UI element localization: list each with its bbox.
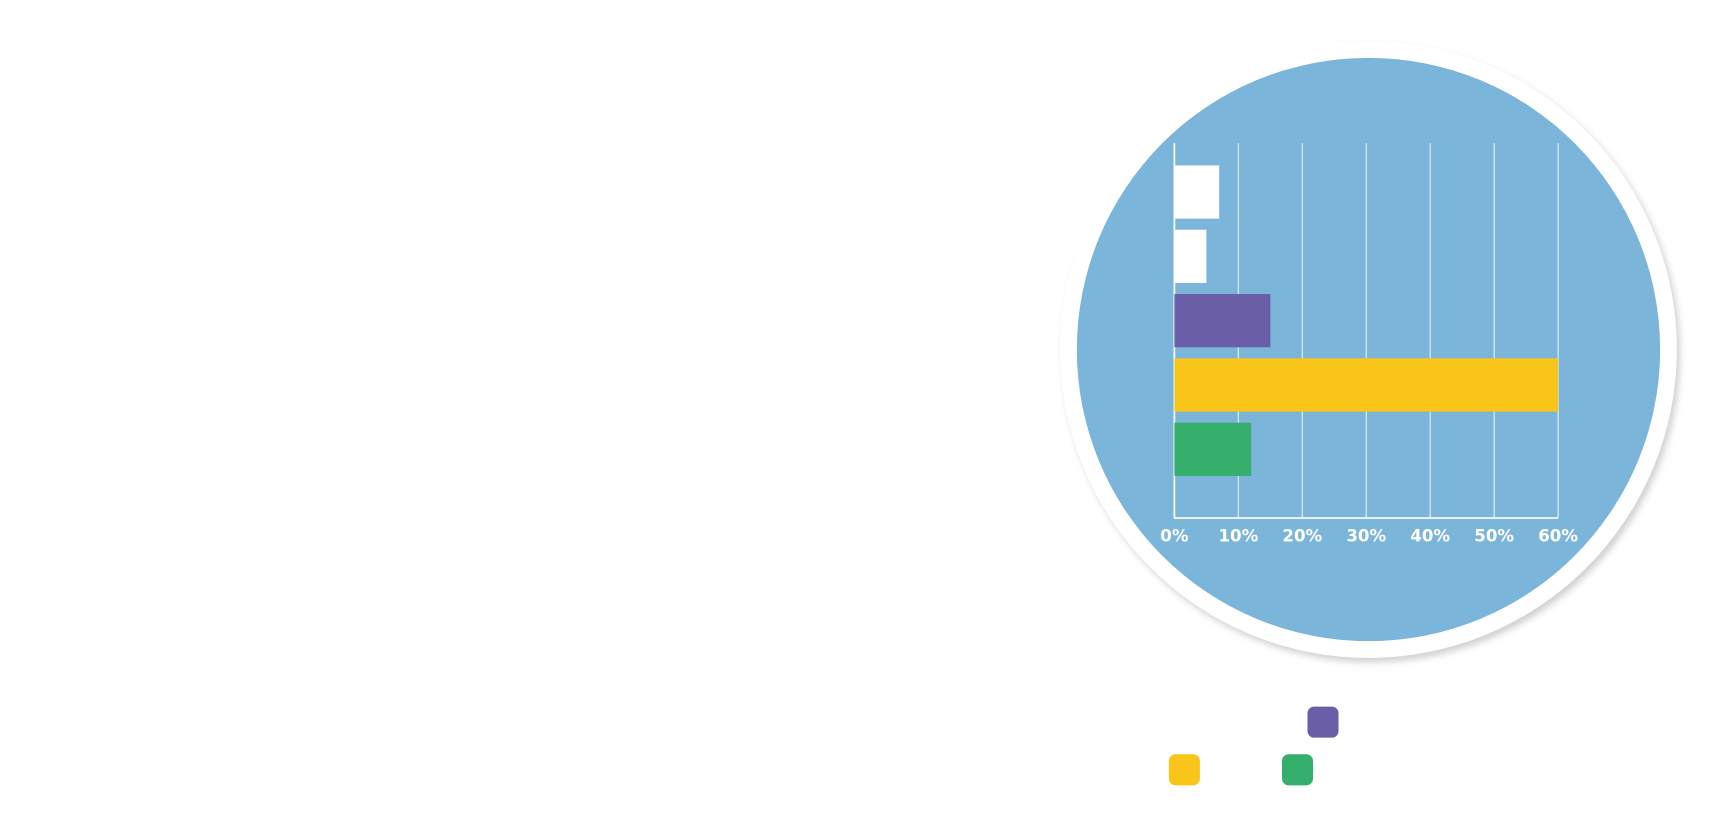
x-tick-label: 30% — [1346, 526, 1386, 545]
circle-background — [1076, 57, 1661, 642]
x-tick-label: 60% — [1538, 526, 1578, 545]
x-tick-label: 50% — [1474, 526, 1514, 545]
bar — [1174, 422, 1252, 476]
bar — [1174, 294, 1271, 348]
x-tick-label: 40% — [1410, 526, 1450, 545]
bar — [1174, 358, 1559, 412]
bar — [1174, 165, 1220, 219]
x-tick-label: 10% — [1218, 526, 1258, 545]
legend-swatch — [1281, 754, 1314, 786]
x-tick-label: 20% — [1282, 526, 1322, 545]
legend-swatch — [1307, 706, 1339, 738]
x-tick-label: 0% — [1160, 526, 1189, 545]
plot: 0% 10% 20% 30% 40% 50% 60% — [1160, 143, 1578, 545]
legend-swatch — [1168, 754, 1200, 786]
bar — [1174, 229, 1207, 283]
